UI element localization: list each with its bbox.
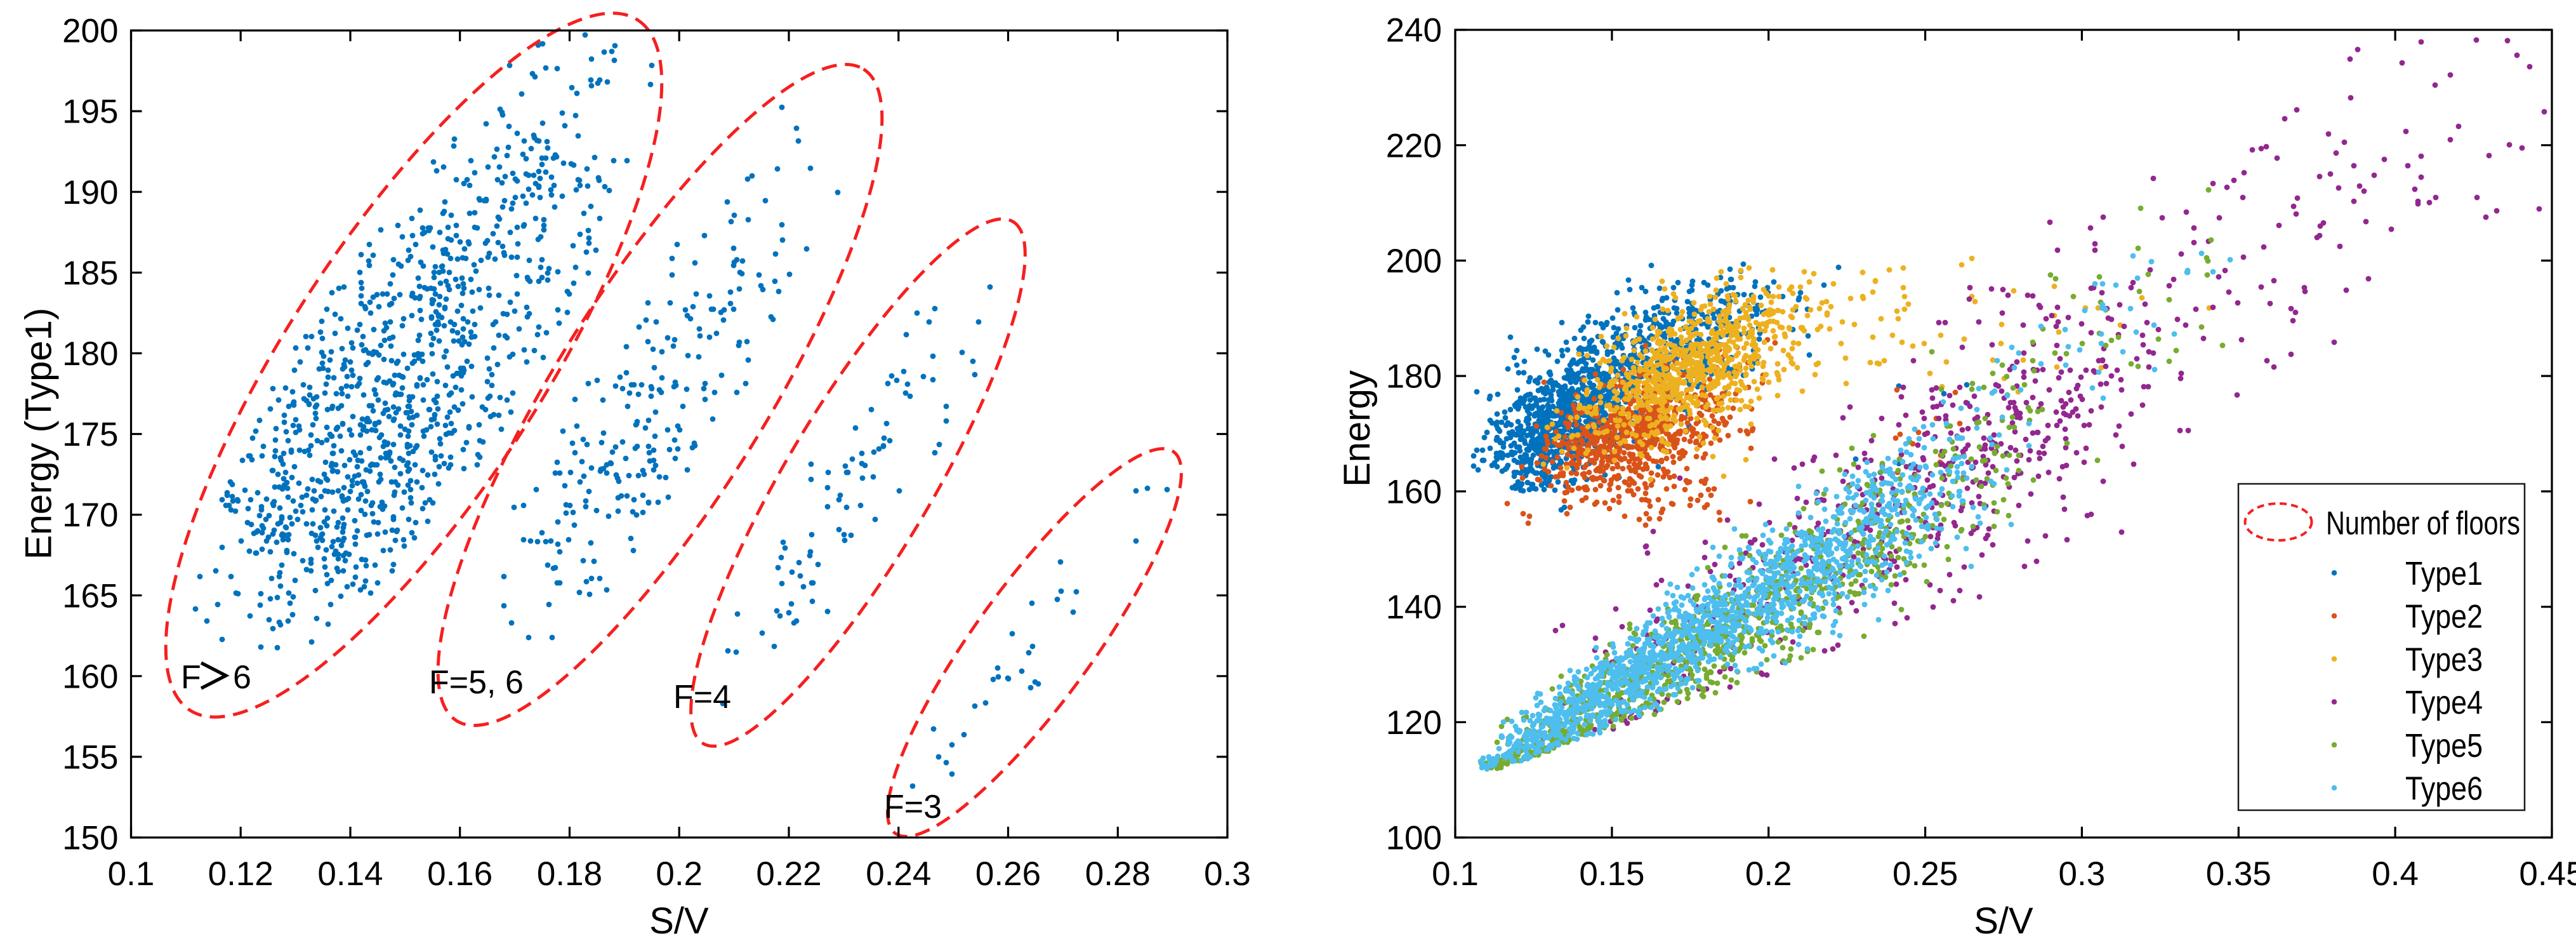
svg-text:Type4: Type4 [2405, 684, 2483, 721]
svg-text:140: 140 [1386, 589, 1442, 626]
svg-text:Type5: Type5 [2405, 728, 2483, 764]
svg-text:175: 175 [62, 416, 118, 453]
svg-text:0.2: 0.2 [1745, 855, 1792, 893]
svg-text:Number of floors: Number of floors [2326, 505, 2520, 542]
svg-text:100: 100 [1386, 820, 1442, 857]
svg-text:200: 200 [62, 13, 118, 50]
svg-text:Type2: Type2 [2405, 599, 2483, 636]
svg-text:0.24: 0.24 [866, 855, 931, 893]
svg-text:240: 240 [1386, 12, 1442, 50]
svg-text:0.1: 0.1 [108, 855, 155, 893]
svg-text:0.3: 0.3 [2059, 855, 2106, 893]
svg-text:F=3: F=3 [884, 789, 942, 825]
svg-text:0.12: 0.12 [208, 855, 274, 893]
svg-text:F=4: F=4 [673, 679, 731, 716]
svg-text:160: 160 [1386, 474, 1442, 511]
svg-text:185: 185 [62, 255, 118, 292]
svg-text:F: F [181, 659, 201, 696]
svg-text:0.45: 0.45 [2519, 855, 2576, 893]
svg-text:0.4: 0.4 [2372, 855, 2419, 893]
svg-text:0.25: 0.25 [1892, 855, 1958, 893]
svg-text:180: 180 [1386, 358, 1442, 396]
svg-text:120: 120 [1386, 704, 1442, 742]
svg-text:0.2: 0.2 [656, 855, 703, 893]
svg-text:Type3: Type3 [2405, 641, 2483, 678]
svg-text:Energy (Type1): Energy (Type1) [18, 308, 60, 560]
svg-text:Energy: Energy [1337, 370, 1378, 487]
svg-text:0.16: 0.16 [427, 855, 492, 893]
svg-text:0.3: 0.3 [1204, 855, 1251, 893]
svg-text:170: 170 [62, 497, 118, 534]
svg-text:S/V: S/V [649, 900, 709, 942]
svg-text:0.26: 0.26 [975, 855, 1041, 893]
svg-text:0.28: 0.28 [1085, 855, 1151, 893]
svg-text:0.35: 0.35 [2206, 855, 2271, 893]
svg-text:0.14: 0.14 [317, 855, 383, 893]
svg-text:Type1: Type1 [2405, 556, 2483, 592]
svg-text:0.22: 0.22 [756, 855, 821, 893]
svg-text:160: 160 [62, 658, 118, 695]
svg-text:220: 220 [1386, 127, 1442, 164]
svg-text:0.15: 0.15 [1579, 855, 1644, 893]
svg-text:S/V: S/V [1974, 900, 2033, 942]
svg-text:190: 190 [62, 174, 118, 211]
svg-text:6: 6 [233, 659, 251, 696]
svg-text:200: 200 [1386, 243, 1442, 280]
svg-text:180: 180 [62, 335, 118, 373]
svg-text:0.1: 0.1 [1432, 855, 1479, 893]
svg-text:165: 165 [62, 577, 118, 615]
svg-text:0.18: 0.18 [537, 855, 602, 893]
svg-text:155: 155 [62, 739, 118, 777]
svg-text:F=5, 6: F=5, 6 [429, 664, 524, 701]
svg-text:Type6: Type6 [2405, 771, 2483, 808]
svg-text:195: 195 [62, 93, 118, 131]
svg-text:150: 150 [62, 820, 118, 857]
